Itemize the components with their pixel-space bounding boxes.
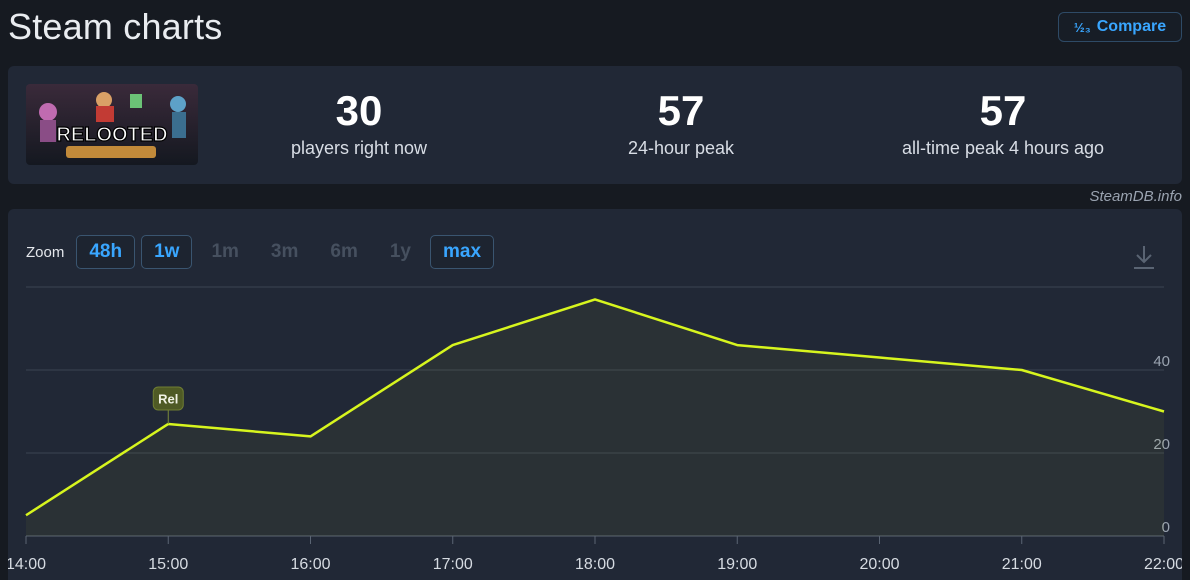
steamdb-credit[interactable]: SteamDB.info (1089, 188, 1182, 205)
page-title: Steam charts (8, 6, 223, 47)
zoom-row: Zoom 48h 1w 1m 3m 6m 1y max (26, 234, 500, 270)
zoom-6m-button[interactable]: 6m (330, 241, 358, 262)
x-tick-label: 18:00 (575, 556, 615, 573)
x-tick-label: 17:00 (433, 556, 473, 573)
zoom-max-button[interactable]: max (430, 235, 495, 269)
y-tick-label: 40 (1153, 353, 1170, 370)
y-tick-label: 0 (1162, 519, 1170, 536)
y-tick-label: 20 (1153, 436, 1170, 453)
x-tick-label: 16:00 (290, 556, 330, 573)
x-tick-label: 22:00 (1144, 556, 1182, 573)
download-icon[interactable] (1132, 243, 1156, 271)
zoom-label: Zoom (26, 243, 65, 261)
annotation-flag (152, 386, 184, 411)
x-tick-label: 21:00 (1002, 556, 1042, 573)
compare-button[interactable]: ½₃ Compare (1058, 12, 1182, 42)
stat-alltime-peak: 57 all-time peak 4 hours ago (843, 88, 1163, 159)
stats-panel: RELOOTED 30 players right now 57 24-hour… (8, 66, 1182, 184)
stat-current-players: 30 players right now (199, 88, 519, 159)
stat-24h-peak: 57 24-hour peak (521, 88, 841, 159)
x-tick-label: 20:00 (859, 556, 899, 573)
compare-label: Compare (1096, 18, 1167, 35)
game-logo-text: RELOOTED (56, 124, 167, 146)
stat-24h-value: 57 (657, 87, 705, 134)
numeric-icon: ½₃ (1073, 19, 1091, 35)
zoom-48h-button[interactable]: 48h (76, 235, 136, 269)
stat-alltime-value: 57 (979, 87, 1027, 134)
x-tick-label: 15:00 (148, 556, 188, 573)
game-thumbnail[interactable]: RELOOTED (26, 84, 198, 165)
stat-alltime-label: all-time peak 4 hours ago (901, 138, 1105, 158)
annotation-label: Rel (158, 391, 178, 406)
stat-current-value: 30 (335, 87, 383, 134)
stat-24h-label: 24-hour peak (627, 138, 735, 158)
x-tick-label: 14:00 (8, 556, 46, 573)
stat-current-label: players right now (290, 138, 428, 158)
series-area (26, 299, 1164, 536)
zoom-1w-button[interactable]: 1w (141, 235, 193, 269)
player-count-chart: 0 20 40 14:00 15:00 16:00 17:00 18:00 19:00 20:00… (8, 286, 1182, 573)
zoom-1y-button[interactable]: 1y (389, 241, 411, 262)
chart-panel: Zoom 48h 1w 1m 3m 6m 1y max 0 20 40 14:00 15… (8, 209, 1182, 580)
x-tick-label: 19:00 (717, 556, 757, 573)
zoom-1m-button[interactable]: 1m (211, 241, 239, 262)
series-line (25, 298, 1165, 517)
zoom-3m-button[interactable]: 3m (270, 241, 299, 262)
